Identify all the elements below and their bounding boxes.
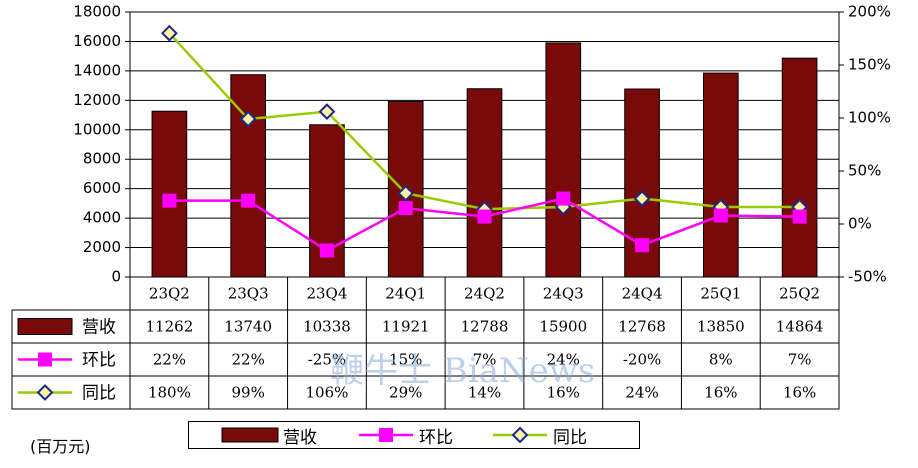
legend-item-revenue: 营收 bbox=[221, 424, 317, 448]
bar-revenue bbox=[703, 72, 739, 278]
table-cell-value: 11262 bbox=[146, 318, 194, 336]
point-qoq bbox=[398, 201, 413, 216]
point-qoq bbox=[556, 191, 571, 206]
table-cell-value: 15900 bbox=[539, 318, 587, 336]
table-cell-value: 24% bbox=[547, 351, 580, 369]
bar-revenue bbox=[545, 42, 582, 278]
y-right-tick-label: -50% bbox=[848, 268, 887, 286]
table-cell-value: 14% bbox=[468, 384, 501, 402]
point-qoq bbox=[792, 209, 807, 224]
x-category-label: 25Q2 bbox=[779, 285, 820, 303]
legend-label-revenue: 营收 bbox=[283, 427, 317, 448]
table-cell-value: 13850 bbox=[697, 318, 745, 336]
x-category-label: 23Q2 bbox=[149, 285, 190, 303]
unit-label: (百万元) bbox=[30, 437, 91, 456]
table-cell-value: 13740 bbox=[224, 318, 272, 336]
table-cell-value: 7% bbox=[473, 351, 497, 369]
table-cell-value: 10338 bbox=[303, 318, 351, 336]
x-category-label: 23Q4 bbox=[306, 285, 347, 303]
table-cell-value: -20% bbox=[623, 351, 661, 369]
x-category-label: 24Q3 bbox=[543, 285, 584, 303]
table-cell-value: 180% bbox=[148, 384, 191, 402]
table-cell-value: 22% bbox=[153, 351, 186, 369]
legend-swatch-qoq bbox=[359, 428, 413, 442]
y-left-tick-label: 16000 bbox=[73, 32, 121, 50]
point-qoq bbox=[477, 209, 492, 224]
y-right-tick-label: 200% bbox=[848, 3, 891, 21]
table-cell-value: 12768 bbox=[618, 318, 666, 336]
y-right-tick-label: 50% bbox=[848, 162, 881, 180]
table-cell-value: 16% bbox=[547, 384, 580, 402]
y-right-tick-label: 0% bbox=[848, 215, 872, 233]
y-left-tick-label: 18000 bbox=[73, 3, 121, 21]
table-cell-value: 15% bbox=[389, 351, 422, 369]
y-left-tick-label: 0 bbox=[111, 268, 121, 286]
point-qoq bbox=[635, 238, 650, 253]
y-left-tick-label: 2000 bbox=[83, 238, 121, 256]
table-cell-value: 16% bbox=[704, 384, 737, 402]
legend: 营收 环比 同比 bbox=[188, 421, 640, 449]
table-cell-value: 14864 bbox=[776, 318, 824, 336]
point-yoy bbox=[397, 184, 415, 202]
legend-label-qoq: 环比 bbox=[419, 427, 453, 448]
row-label: 环比 bbox=[82, 351, 116, 371]
table-cell-value: 16% bbox=[783, 384, 816, 402]
y-left-tick-label: 4000 bbox=[83, 209, 121, 227]
legend-item-qoq: 环比 bbox=[357, 424, 453, 448]
point-yoy bbox=[160, 24, 178, 42]
point-qoq bbox=[713, 208, 728, 223]
legend-label-yoy: 同比 bbox=[553, 427, 587, 448]
y-right-tick-label: 100% bbox=[848, 109, 891, 127]
legend-item-yoy: 同比 bbox=[491, 424, 587, 448]
point-qoq bbox=[241, 193, 256, 208]
table-cell-value: 22% bbox=[231, 351, 264, 369]
y-left-tick-label: 6000 bbox=[83, 179, 121, 197]
row-label: 营收 bbox=[82, 318, 116, 338]
row-key-revenue bbox=[17, 318, 73, 335]
y-left-tick-label: 10000 bbox=[73, 120, 121, 138]
legend-swatch-yoy bbox=[493, 426, 547, 444]
point-yoy bbox=[239, 110, 257, 128]
x-category-label: 24Q4 bbox=[622, 285, 663, 303]
point-qoq bbox=[162, 193, 177, 208]
table-cell-value: -25% bbox=[308, 351, 346, 369]
x-category-label: 23Q3 bbox=[228, 285, 269, 303]
row-key-yoy-marker bbox=[36, 384, 54, 401]
point-yoy bbox=[318, 103, 336, 121]
table-cell-value: 24% bbox=[625, 384, 658, 402]
bar-revenue bbox=[466, 88, 503, 278]
y-left-tick-label: 14000 bbox=[73, 61, 121, 79]
table-cell-value: 12788 bbox=[461, 318, 509, 336]
x-category-label: 25Q1 bbox=[700, 285, 741, 303]
legend-swatch-revenue bbox=[221, 427, 279, 443]
y-left-tick-label: 12000 bbox=[73, 91, 121, 109]
point-qoq bbox=[319, 243, 334, 258]
bar-revenue bbox=[151, 110, 188, 278]
x-category-label: 24Q1 bbox=[385, 285, 426, 303]
x-category-label: 24Q2 bbox=[464, 285, 505, 303]
table-cell-value: 99% bbox=[231, 384, 264, 402]
y-left-tick-label: 8000 bbox=[83, 150, 121, 168]
bar-revenue bbox=[781, 57, 818, 278]
table-cell-value: 106% bbox=[305, 384, 348, 402]
point-yoy bbox=[633, 190, 651, 207]
table-cell-value: 7% bbox=[788, 351, 812, 369]
y-right-tick-label: 150% bbox=[848, 56, 891, 74]
table-cell-value: 29% bbox=[389, 384, 422, 402]
row-label: 同比 bbox=[82, 384, 116, 404]
table-cell-value: 8% bbox=[709, 351, 733, 369]
row-key-qoq-marker bbox=[38, 352, 52, 367]
table-cell-value: 11921 bbox=[382, 318, 430, 336]
